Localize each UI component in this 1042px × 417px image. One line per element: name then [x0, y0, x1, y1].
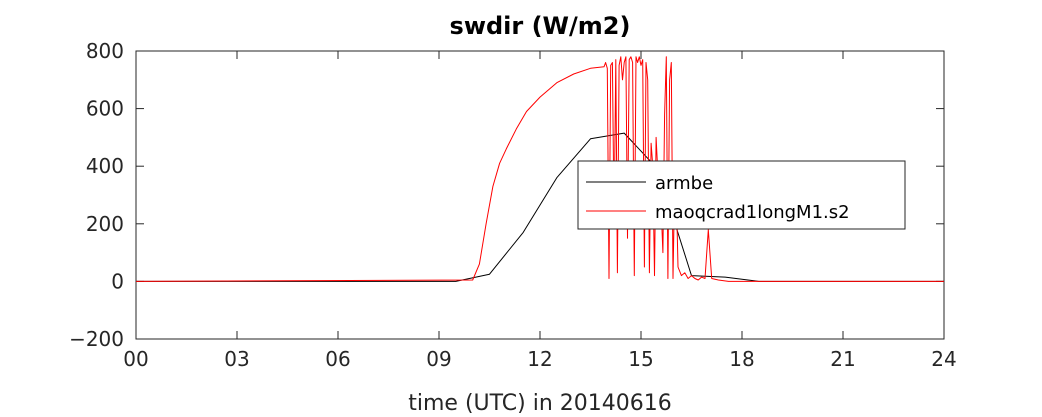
x-tick-label: 03	[224, 347, 249, 371]
y-tick-label: 600	[86, 97, 124, 121]
series-layer	[135, 56, 944, 282]
x-tick-label: 09	[426, 347, 451, 371]
y-tick-label: −200	[69, 327, 124, 351]
y-tick-label: 0	[111, 269, 124, 293]
y-tick-labels: −200 0 200 400 600 800	[69, 39, 124, 351]
x-tick-labels: 00 03 06 09 12 15 18 21 24	[123, 347, 956, 371]
series-line-maoqcrad1longm1-s2	[135, 56, 944, 282]
x-ticks	[135, 51, 945, 339]
x-axis-label: time (UTC) in 20140616	[408, 391, 672, 416]
y-tick-label: 200	[86, 212, 124, 236]
x-tick-label: 21	[830, 347, 855, 371]
y-tick-label: 400	[86, 154, 124, 178]
legend-label-maoqcrad1longM1: maoqcrad1longM1.s2	[655, 202, 850, 223]
x-tick-label: 15	[628, 347, 653, 371]
x-tick-label: 00	[123, 347, 148, 371]
x-tick-label: 12	[527, 347, 552, 371]
x-tick-label: 24	[931, 347, 956, 371]
legend-box	[577, 160, 906, 230]
chart-title: swdir (W/m2)	[450, 12, 631, 40]
x-tick-label: 18	[729, 347, 754, 371]
legend: armbe maoqcrad1longM1.s2	[577, 160, 906, 230]
legend-label-armbe: armbe	[655, 173, 713, 194]
x-tick-label: 06	[325, 347, 350, 371]
y-tick-label: 800	[86, 39, 124, 63]
